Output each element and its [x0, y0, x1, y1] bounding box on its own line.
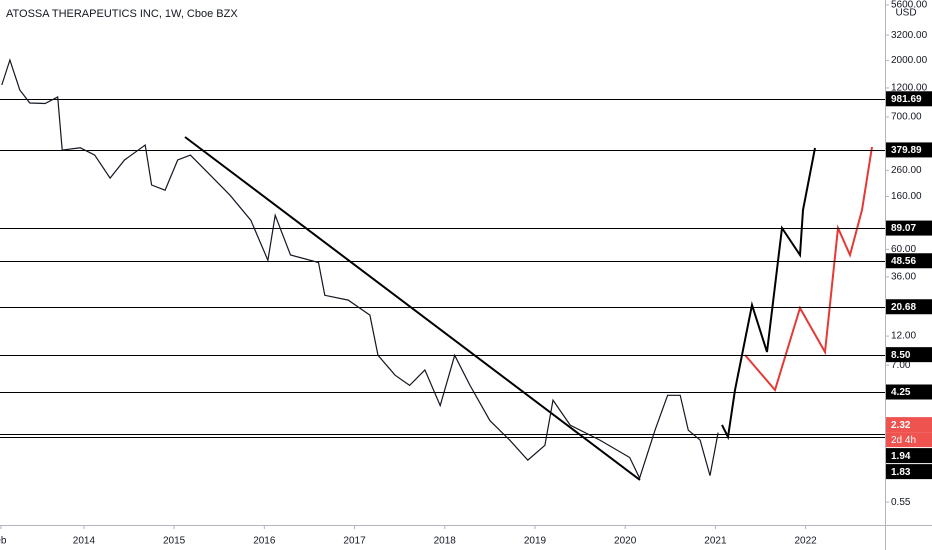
y-tick-label: 12.00 — [891, 331, 916, 342]
level-label: 1.94 — [891, 451, 911, 462]
x-tick-label: 2021 — [704, 536, 727, 547]
x-tick-label: 2019 — [524, 536, 547, 547]
x-tick-label: 2016 — [253, 536, 276, 547]
y-tick-label: 5600.00 — [891, 0, 928, 11]
level-label-box — [886, 142, 932, 158]
level-label-box — [886, 347, 932, 363]
level-label: 2.32 — [891, 420, 911, 431]
price-line — [1, 58, 719, 480]
level-label-box — [886, 299, 932, 315]
level-label: 8.50 — [891, 350, 911, 361]
y-tick-label: 60.00 — [891, 244, 916, 255]
projection-path — [744, 146, 873, 393]
level-label-box — [886, 417, 932, 433]
projection-path — [721, 147, 816, 441]
level-label: 379.89 — [891, 145, 922, 156]
countdown-box — [886, 432, 932, 448]
level-label-box — [886, 91, 932, 107]
x-tick-label: eb — [0, 536, 7, 547]
countdown-label: 2d 4h — [891, 435, 916, 446]
currency-label: USD — [895, 8, 916, 19]
level-label: 1.83 — [891, 467, 911, 478]
level-label: 89.07 — [891, 223, 916, 234]
level-label: 20.68 — [891, 302, 916, 313]
trend-line — [184, 136, 641, 481]
level-label-box — [886, 448, 932, 464]
y-tick-label: 260.00 — [891, 165, 922, 176]
y-tick-label: 1200.00 — [891, 83, 928, 94]
level-label-box — [886, 220, 932, 236]
x-tick-label: 2014 — [73, 536, 96, 547]
x-tick-label: 2018 — [434, 536, 457, 547]
y-tick-label: 2000.00 — [891, 55, 928, 66]
x-tick-label: 2017 — [343, 536, 366, 547]
y-tick-label: 0.55 — [891, 497, 911, 508]
level-label: 981.69 — [891, 94, 922, 105]
level-label: 48.56 — [891, 256, 916, 267]
level-label-box — [886, 384, 932, 400]
x-tick-label: 2022 — [794, 536, 817, 547]
y-tick-label: 160.00 — [891, 191, 922, 202]
y-tick-label: 36.00 — [891, 272, 916, 283]
y-tick-label: 3200.00 — [891, 30, 928, 41]
y-tick-label: 7.00 — [891, 360, 911, 371]
level-label-box — [886, 464, 932, 480]
x-tick-label: 2020 — [614, 536, 637, 547]
chart-title: ATOSSA THERAPEUTICS INC, 1W, Cboe BZX — [6, 8, 238, 20]
y-tick-label: 700.00 — [891, 112, 922, 123]
level-label: 4.25 — [891, 387, 911, 398]
level-label-box — [886, 253, 932, 269]
x-tick-label: 2015 — [163, 536, 186, 547]
